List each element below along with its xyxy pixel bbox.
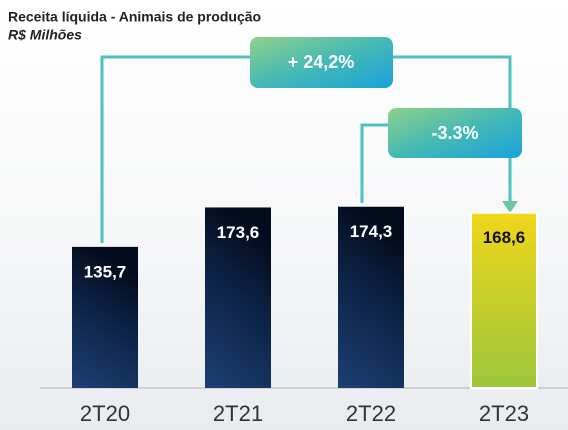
value-label: 168,6 xyxy=(483,228,526,247)
chart: Receita líquida - Animais de produção R$… xyxy=(0,0,568,430)
x-tick-label: 2T21 xyxy=(213,401,263,426)
page: Receita líquida - Animais de produção R$… xyxy=(0,0,568,430)
annotation: + 24,2% xyxy=(288,52,355,72)
x-tick-label: 2T23 xyxy=(479,401,529,426)
annotation: -3.3% xyxy=(431,123,478,143)
value-label: 174,3 xyxy=(350,222,393,241)
value-label: 173,6 xyxy=(217,223,260,242)
value-label: 135,7 xyxy=(84,262,127,281)
x-tick-label: 2T22 xyxy=(346,401,396,426)
chart-title: Receita líquida - Animais de produção xyxy=(8,9,261,25)
x-tick-label: 2T20 xyxy=(80,401,130,426)
chart-subtitle: R$ Milhões xyxy=(8,27,82,43)
